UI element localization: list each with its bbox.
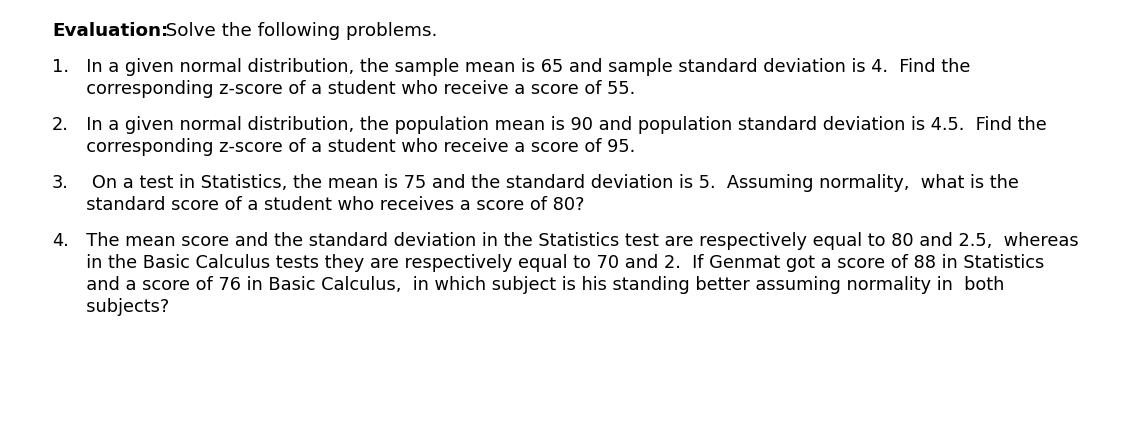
Text: Evaluation:: Evaluation: — [52, 22, 169, 40]
Text: standard score of a student who receives a score of 80?: standard score of a student who receives… — [75, 196, 585, 214]
Text: In a given normal distribution, the population mean is 90 and population standar: In a given normal distribution, the popu… — [75, 116, 1046, 134]
Text: and a score of 76 in Basic Calculus,  in which subject is his standing better as: and a score of 76 in Basic Calculus, in … — [75, 276, 1005, 294]
Text: 2.: 2. — [52, 116, 69, 134]
Text: corresponding z-score of a student who receive a score of 55.: corresponding z-score of a student who r… — [75, 80, 636, 98]
Text: 3.: 3. — [52, 174, 69, 192]
Text: Solve the following problems.: Solve the following problems. — [148, 22, 438, 40]
Text: corresponding z-score of a student who receive a score of 95.: corresponding z-score of a student who r… — [75, 138, 636, 156]
Text: in the Basic Calculus tests they are respectively equal to 70 and 2.  If Genmat : in the Basic Calculus tests they are res… — [75, 254, 1044, 272]
Text: 4.: 4. — [52, 232, 69, 250]
Text: The mean score and the standard deviation in the Statistics test are respectivel: The mean score and the standard deviatio… — [75, 232, 1079, 250]
Text: In a given normal distribution, the sample mean is 65 and sample standard deviat: In a given normal distribution, the samp… — [75, 58, 971, 76]
Text: On a test in Statistics, the mean is 75 and the standard deviation is 5.  Assumi: On a test in Statistics, the mean is 75 … — [75, 174, 1019, 192]
Text: subjects?: subjects? — [75, 298, 169, 316]
Text: 1.: 1. — [52, 58, 69, 76]
